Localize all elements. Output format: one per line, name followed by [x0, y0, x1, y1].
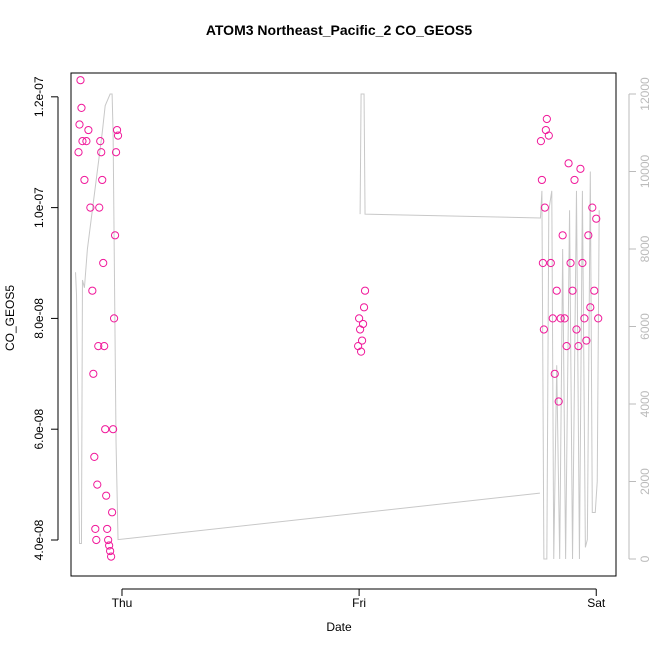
- point: [109, 314, 119, 323]
- point: [86, 203, 95, 212]
- point: [539, 325, 548, 334]
- point: [94, 342, 103, 351]
- point: [537, 175, 546, 185]
- point: [580, 314, 589, 323]
- point: [100, 342, 109, 351]
- y-tick-label: 1.2e-07: [32, 76, 46, 117]
- point: [358, 319, 368, 329]
- point: [78, 137, 87, 146]
- point: [582, 336, 591, 345]
- point: [548, 314, 557, 323]
- point: [359, 303, 369, 312]
- x-tick-label: Sat: [587, 596, 606, 610]
- y2-tick-label: 12000: [638, 77, 650, 111]
- point: [99, 258, 108, 268]
- y-tick-label: 1.0e-07: [32, 187, 46, 228]
- point: [93, 480, 102, 489]
- point: [360, 286, 370, 295]
- point: [95, 203, 104, 212]
- point: [356, 347, 366, 356]
- point: [536, 137, 546, 146]
- point: [105, 541, 114, 550]
- point: [104, 535, 113, 545]
- point: [90, 452, 99, 461]
- y2-tick-label: 6000: [638, 313, 650, 340]
- point: [552, 286, 561, 295]
- point: [97, 148, 106, 157]
- point: [576, 164, 585, 173]
- point: [540, 203, 549, 212]
- y-tick-label: 6.0e-08: [32, 409, 46, 450]
- point: [578, 258, 587, 268]
- point: [592, 214, 601, 223]
- point: [110, 231, 120, 240]
- x-tick-label: Fri: [352, 596, 366, 610]
- point: [568, 286, 577, 295]
- point: [586, 303, 595, 312]
- point: [92, 535, 101, 545]
- y-axis-label: CO_GEOS5: [3, 285, 17, 351]
- point: [80, 175, 89, 185]
- y2-tick-label: 10000: [638, 154, 650, 188]
- point: [82, 137, 91, 146]
- point: [538, 258, 547, 268]
- chart-title: ATOM3 Northeast_Pacific_2 CO_GEOS5: [206, 22, 473, 38]
- point: [570, 175, 579, 185]
- point: [546, 258, 555, 268]
- point: [101, 425, 110, 434]
- point: [562, 342, 571, 351]
- x-tick-label: Thu: [112, 596, 133, 610]
- y2-tick-label: 0: [638, 555, 650, 562]
- point: [584, 231, 593, 240]
- point: [108, 508, 117, 517]
- point: [355, 314, 364, 323]
- point: [566, 258, 575, 268]
- point: [113, 131, 123, 140]
- point: [594, 314, 603, 323]
- x-axis-label: Date: [326, 620, 352, 634]
- point: [558, 231, 567, 240]
- y2-tick-label: 2000: [638, 468, 650, 495]
- point: [91, 524, 100, 534]
- y2-tick-label: 8000: [638, 235, 650, 262]
- point: [590, 286, 599, 295]
- point: [103, 524, 112, 534]
- point: [550, 369, 559, 378]
- point: [574, 342, 583, 351]
- point: [357, 336, 367, 345]
- point: [572, 325, 581, 334]
- plot-box: [70, 72, 617, 577]
- point: [111, 148, 121, 157]
- point: [112, 125, 122, 135]
- point: [542, 114, 551, 124]
- point: [74, 148, 83, 157]
- point: [108, 425, 118, 434]
- point: [107, 552, 116, 561]
- point: [544, 131, 553, 140]
- point: [554, 397, 563, 406]
- y-tick-label: 8.0e-08: [32, 298, 46, 339]
- y2-tick-label: 4000: [638, 390, 650, 417]
- point: [98, 175, 107, 185]
- point: [106, 546, 115, 556]
- point: [102, 491, 111, 500]
- point: [588, 203, 597, 212]
- point: [75, 120, 84, 129]
- point: [89, 369, 98, 378]
- point: [96, 137, 105, 146]
- point: [564, 159, 573, 168]
- y-tick-label: 4.0e-08: [32, 519, 46, 560]
- point: [77, 103, 86, 112]
- point: [76, 76, 85, 85]
- point: [84, 125, 93, 135]
- point: [556, 314, 565, 323]
- point: [88, 286, 97, 295]
- point: [560, 314, 569, 323]
